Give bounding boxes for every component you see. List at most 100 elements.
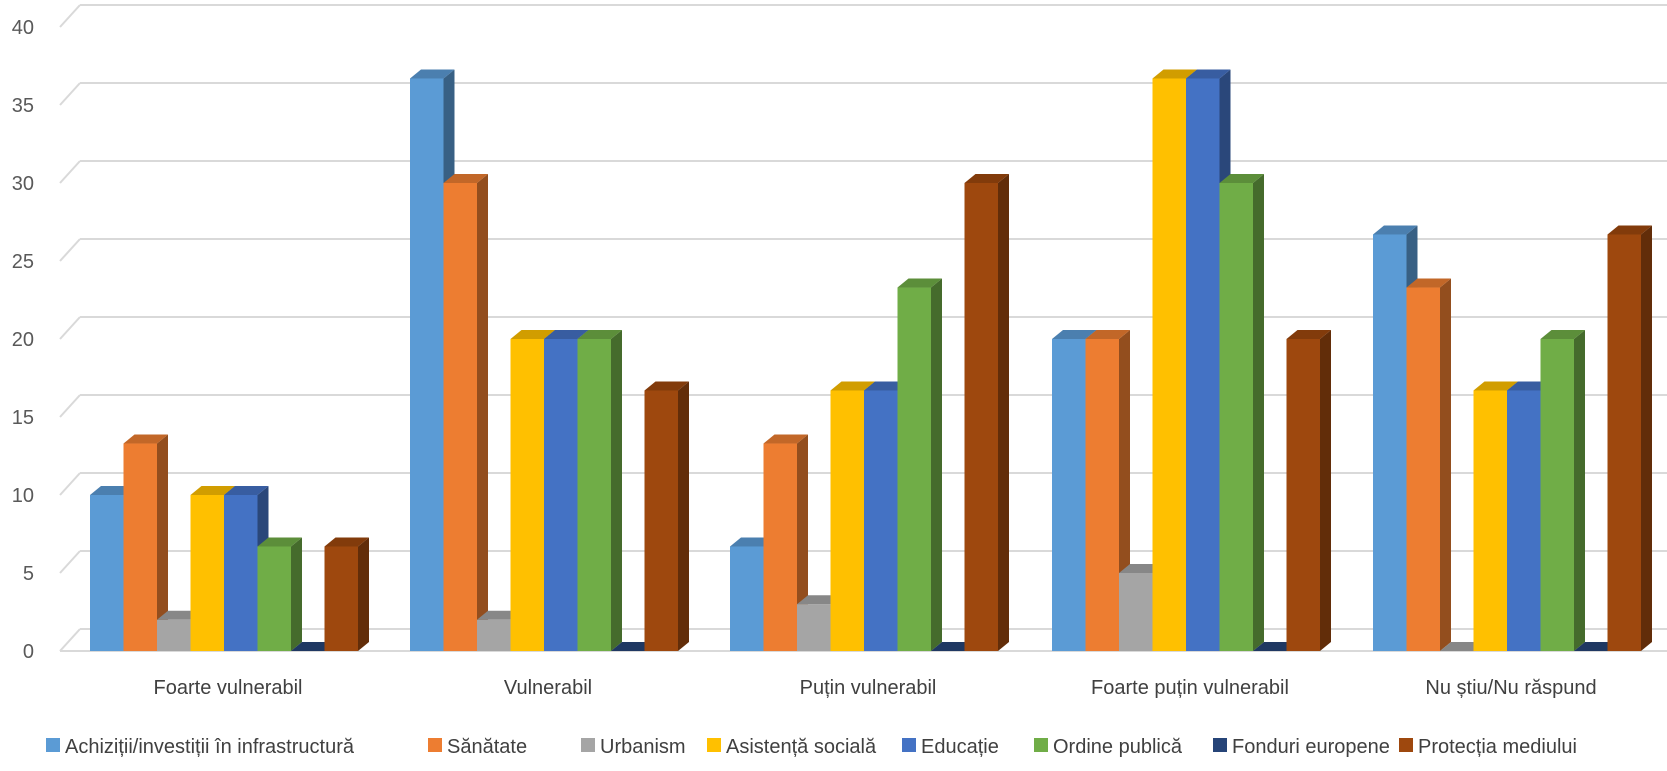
legend-label: Sănătate <box>447 736 527 758</box>
bar-top <box>1540 330 1585 339</box>
bar-side <box>611 330 622 651</box>
bar-front <box>1286 339 1320 651</box>
bar <box>1540 330 1585 651</box>
bar-top <box>1152 69 1197 79</box>
bar-front <box>830 390 864 651</box>
side-gridline <box>59 550 81 574</box>
bar-front <box>1152 78 1186 652</box>
legend-item: Achiziții/investiții în infrastructură <box>46 736 355 758</box>
side-gridline <box>59 628 81 652</box>
y-tick-label: 30 <box>12 173 34 195</box>
bar-top <box>291 642 336 651</box>
bar-front <box>1406 287 1440 651</box>
legend-label: Achiziții/investiții în infrastructură <box>65 736 355 758</box>
bar-top <box>964 174 1009 183</box>
legend-item: Ordine publică <box>1034 736 1183 758</box>
bar-top <box>1406 278 1451 288</box>
bar-front <box>644 390 678 651</box>
bar-front <box>257 546 291 651</box>
legend-item: Protecția mediului <box>1399 736 1577 758</box>
legend-swatch <box>1399 738 1413 752</box>
bar <box>644 381 689 651</box>
legend-swatch <box>581 738 595 752</box>
y-tick-label: 10 <box>12 485 34 507</box>
y-tick-label: 35 <box>12 95 34 117</box>
legend-swatch <box>1213 738 1227 752</box>
bar-top <box>257 537 302 547</box>
bar-top <box>1186 69 1231 79</box>
bar-front <box>897 287 931 651</box>
bar-top <box>1607 225 1652 235</box>
bar-front <box>510 339 544 651</box>
x-tick-label: Foarte puțin vulnerabil <box>1091 677 1289 699</box>
bar <box>257 537 302 651</box>
bar-top <box>864 381 909 391</box>
bar-top <box>577 330 622 339</box>
bar-side <box>931 278 942 651</box>
bar-top <box>1085 330 1130 339</box>
legend: Achiziții/investiții în infrastructură Să… <box>46 736 1577 758</box>
bar-top <box>730 537 775 547</box>
bar-top <box>830 381 875 391</box>
bar-front <box>1507 390 1541 651</box>
y-tick-label: 25 <box>12 251 34 273</box>
bar <box>443 174 488 651</box>
bar-side <box>998 174 1009 651</box>
bar <box>1440 642 1485 651</box>
bar-top <box>644 381 689 391</box>
bar-front <box>1219 183 1253 651</box>
bar-top <box>1574 642 1619 651</box>
bar-top <box>897 278 942 288</box>
bar-top <box>324 537 369 547</box>
legend-label: Ordine publică <box>1053 736 1183 758</box>
bar-front <box>1186 78 1220 652</box>
legend-label: Fonduri europene <box>1232 736 1390 758</box>
bar-top <box>931 642 976 651</box>
bar-side <box>797 434 808 651</box>
legend-swatch <box>428 738 442 752</box>
bar-side <box>157 434 168 651</box>
bar-top <box>1219 174 1264 183</box>
bar <box>611 642 656 651</box>
bar <box>1574 642 1619 651</box>
legend-swatch <box>707 738 721 752</box>
bar-side <box>358 537 369 651</box>
bar <box>897 278 942 651</box>
legend-label: Asistență socială <box>726 736 877 758</box>
legend-item: Sănătate <box>428 736 527 758</box>
bar <box>577 330 622 651</box>
bar-side <box>1641 225 1652 652</box>
side-gridline <box>59 316 81 340</box>
bar-top <box>544 330 589 339</box>
bar-front <box>1607 234 1641 652</box>
bar-top <box>410 69 455 79</box>
legend-swatch <box>1034 738 1048 752</box>
bar <box>324 537 369 651</box>
bar-front <box>190 495 224 651</box>
side-gridline <box>59 238 81 262</box>
bar-top <box>1373 225 1418 235</box>
bar-front <box>410 78 444 652</box>
bar-top <box>123 434 168 444</box>
bar-front <box>864 390 898 651</box>
y-tick-label: 40 <box>12 17 34 39</box>
bar-top <box>763 434 808 444</box>
legend-label: Urbanism <box>600 736 686 758</box>
y-axis: 0 5 10 15 20 25 30 35 40 <box>12 17 34 663</box>
bar-top <box>1440 642 1485 651</box>
bar-front <box>1085 339 1119 651</box>
bar-top <box>190 486 235 495</box>
x-tick-label: Nu știu/Nu răspund <box>1425 677 1596 699</box>
bar <box>964 174 1009 651</box>
y-tick-label: 20 <box>12 329 34 351</box>
bar <box>1253 642 1298 651</box>
bar-front <box>964 183 998 651</box>
bar-top <box>1286 330 1331 339</box>
bar-front <box>730 546 764 651</box>
bar-side <box>1440 278 1451 651</box>
bar-top <box>157 610 202 620</box>
legend-label: Educație <box>921 736 999 758</box>
bar-front <box>90 495 124 651</box>
side-gridline <box>59 82 81 106</box>
